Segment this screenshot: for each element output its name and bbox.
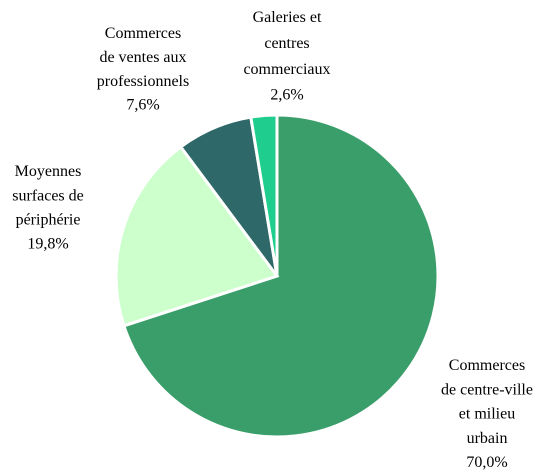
value-label: 2,6% [270,87,303,104]
slice-label: Moyennes surfaces de périphérie [12,163,84,229]
pie-slice [121,113,440,439]
slice-label: Commerces de centre-ville et milieu urbain [441,357,533,447]
slice-label: Galeries et centres commerciaux [243,9,330,78]
pie-slice [249,113,279,277]
slice-label: Commerces de ventes aux professionnels [97,25,189,90]
value-label: 70,0% [466,454,507,471]
pie-slice [114,144,280,328]
value-label: 19,8% [27,236,68,253]
value-label: 7,6% [126,97,159,114]
